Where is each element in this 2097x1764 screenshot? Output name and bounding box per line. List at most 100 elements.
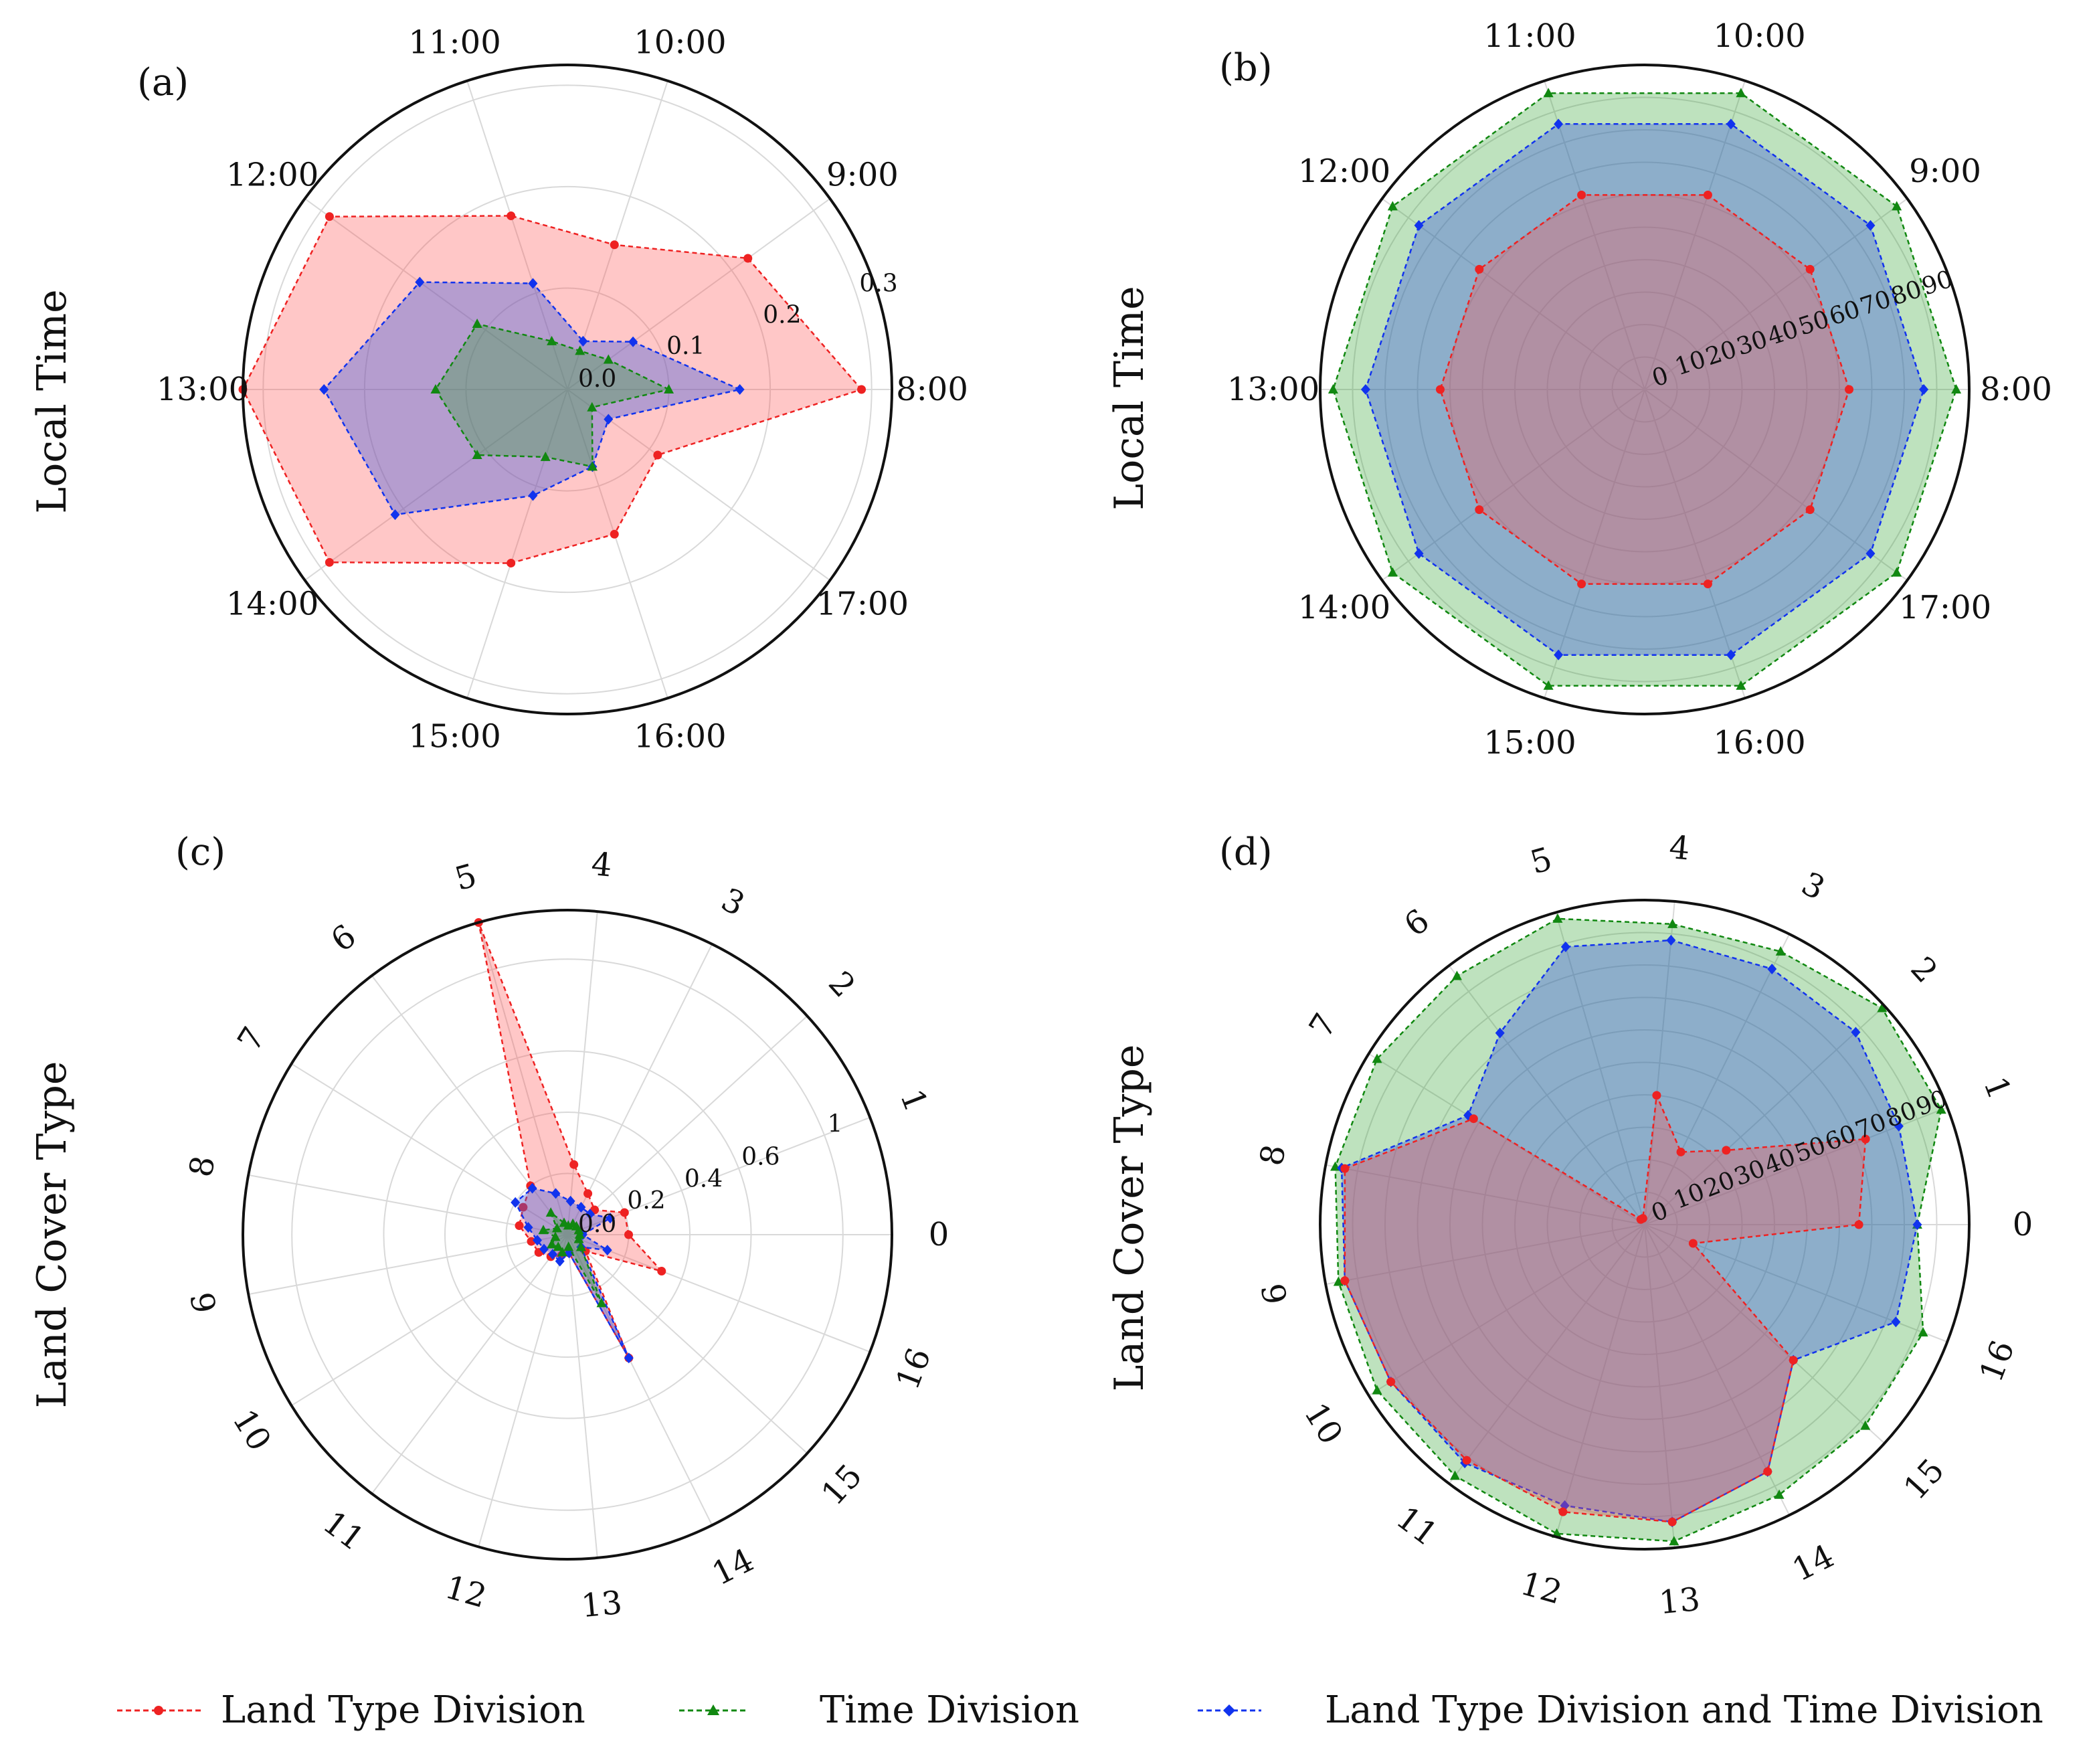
category-label-14-00: 14:00	[1298, 589, 1390, 626]
category-label-13: 13	[579, 1584, 624, 1625]
data-point-9-00	[603, 354, 614, 364]
data-point-7	[1372, 1053, 1382, 1063]
series-layer	[238, 211, 867, 567]
data-point-13	[563, 1241, 574, 1251]
radial-grid	[243, 80, 892, 699]
row-axis-label: Local Time	[1106, 286, 1153, 510]
series-land-type-division	[1340, 1091, 1870, 1526]
data-point-2	[1851, 1027, 1861, 1038]
data-point-16-00	[610, 529, 619, 539]
grid-spoke	[371, 1234, 568, 1494]
radial-ticks: 0.0 0.2 0.4 0.6 1	[578, 1110, 842, 1238]
data-point-10	[547, 1239, 557, 1249]
data-point-17-00	[604, 414, 614, 425]
data-point-11-00	[1577, 190, 1586, 199]
radial-tick-label: 0.1	[666, 333, 705, 360]
category-label-11: 11	[1389, 1499, 1444, 1553]
legend-marker-circle-icon	[154, 1706, 163, 1715]
data-point-11-00	[1543, 88, 1554, 98]
data-point-11-00	[547, 335, 557, 345]
data-point-16-00	[1703, 580, 1712, 589]
outer-frame	[1319, 899, 1971, 1551]
grid-spoke	[567, 1116, 871, 1235]
category-label-6: 6	[324, 917, 363, 960]
radial-tick-label: 1	[827, 1110, 842, 1138]
data-point-3	[1676, 1147, 1685, 1156]
grid-spoke	[1544, 80, 1645, 390]
data-point-12-00	[472, 319, 482, 329]
series-time-division	[1330, 913, 1946, 1546]
data-point-8-00	[1951, 384, 1962, 393]
data-point-2	[585, 1209, 595, 1220]
category-label-3: 3	[715, 881, 750, 923]
data-point-9	[1333, 1276, 1344, 1286]
category-label-12: 12	[1516, 1565, 1566, 1612]
category-label-9-00: 9:00	[826, 157, 899, 194]
grid-spoke	[1644, 1005, 1886, 1225]
grid-spoke	[248, 1174, 568, 1235]
category-label-16-00: 16:00	[1713, 724, 1805, 762]
data-point-8	[515, 1221, 524, 1231]
grid-spoke	[1644, 80, 1746, 390]
category-label-13: 13	[1657, 1581, 1702, 1621]
row-axis-label: Local Time	[29, 289, 76, 513]
data-point-15	[575, 1241, 586, 1251]
data-point-12-00	[415, 276, 425, 288]
grid-spoke	[478, 922, 568, 1235]
data-point-14-00	[472, 449, 482, 459]
category-label-2: 2	[1904, 950, 1945, 990]
category-label-11-00: 11:00	[408, 24, 500, 62]
data-point-12	[555, 1255, 565, 1267]
data-point-17-00	[1805, 505, 1815, 515]
category-label-4: 4	[1667, 828, 1692, 868]
data-point-14	[1763, 1467, 1772, 1476]
row-axis-label: Land Cover Type	[1106, 1045, 1153, 1392]
data-point-17-00	[653, 450, 662, 460]
data-point-10-00	[1736, 88, 1746, 98]
grid-spoke	[1448, 965, 1645, 1225]
data-point-1	[620, 1208, 629, 1217]
radial-tick-label: 0.3	[859, 270, 897, 297]
category-label-15-00: 15:00	[408, 717, 500, 755]
radial-tick-label: 0.0	[578, 365, 616, 393]
category-label-8-00: 8:00	[896, 371, 968, 408]
data-point-9-00	[1865, 219, 1876, 231]
category-label-12-00: 12:00	[226, 157, 318, 194]
data-point-9	[550, 1231, 561, 1241]
data-point-12-00	[1387, 201, 1398, 211]
radial-tick-label: 0.0	[578, 1211, 616, 1238]
grid-spoke	[1368, 1053, 1645, 1225]
legend-label-combined: Land Type Division and Time Division	[1325, 1688, 2043, 1732]
data-point-1	[1936, 1104, 1946, 1114]
data-point-9	[527, 1237, 536, 1246]
data-point-12	[1558, 1507, 1568, 1516]
series-time-division	[1328, 88, 1962, 690]
data-point-8-00	[1919, 384, 1929, 395]
data-point-15-00	[1543, 680, 1554, 690]
data-point-9-00	[743, 254, 753, 263]
radial-grid	[248, 911, 892, 1559]
data-point-8	[1340, 1164, 1350, 1173]
data-point-10-00	[575, 345, 585, 355]
grid-spoke	[567, 1015, 808, 1235]
radial-tick-label: 0.4	[685, 1165, 723, 1193]
data-point-15	[1860, 1420, 1871, 1430]
data-point-17-00	[1892, 567, 1902, 577]
data-point-14	[1774, 1489, 1785, 1499]
radial-ticks: 0.0 0.1 0.2 0.3	[578, 270, 898, 393]
series-time-division	[538, 1207, 607, 1308]
data-point-12-00	[1475, 264, 1484, 274]
legend-marker-diamond-icon	[1223, 1704, 1235, 1716]
data-point-5	[1552, 913, 1563, 923]
category-label-15: 15	[814, 1457, 870, 1512]
data-point-12-00	[1414, 219, 1424, 231]
radial-grid	[1320, 80, 1969, 699]
grid-spoke	[1382, 389, 1645, 581]
grid-spoke	[304, 198, 568, 390]
category-label-8-00: 8:00	[1980, 371, 2052, 408]
data-point-16	[1891, 1316, 1901, 1328]
data-point-10	[539, 1243, 549, 1255]
radial-tick-label: 0.2	[627, 1187, 665, 1215]
grid-spoke	[304, 389, 568, 581]
data-point-15	[1789, 1356, 1798, 1365]
